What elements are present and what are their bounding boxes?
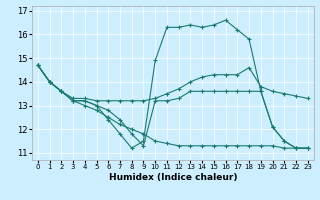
- X-axis label: Humidex (Indice chaleur): Humidex (Indice chaleur): [108, 173, 237, 182]
